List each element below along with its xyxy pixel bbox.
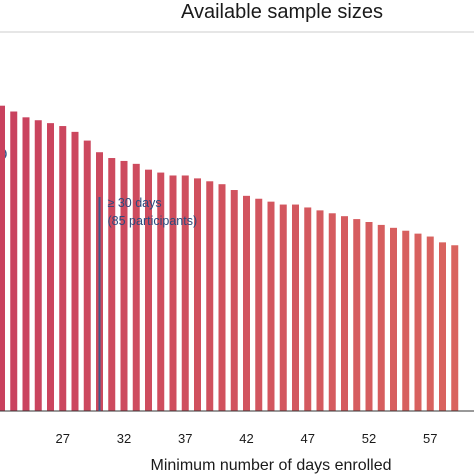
x-axis-label: Minimum number of days enrolled [151, 457, 392, 474]
bar-24 [22, 117, 30, 411]
x-tick-label-47: 47 [301, 431, 315, 446]
bar-45 [279, 204, 287, 411]
bar-49 [328, 213, 336, 411]
bar-29 [83, 140, 91, 411]
x-ticks-group: 27 32 37 42 47 52 57 [56, 431, 438, 446]
bar-47 [304, 207, 312, 411]
bar-26 [47, 123, 54, 411]
bar-55 [402, 230, 410, 411]
bar-39 [206, 181, 214, 411]
x-tick-label-52: 52 [362, 431, 376, 446]
bar-53 [377, 224, 385, 411]
threshold-label-days: ≥ 30 days [108, 196, 162, 210]
bar-25 [34, 120, 42, 411]
bar-38 [194, 178, 201, 411]
bar-22 [0, 105, 5, 411]
bar-56 [414, 233, 422, 411]
x-tick-label-42: 42 [239, 431, 253, 446]
bar-46 [292, 204, 299, 411]
threshold-label-participants: (85 participants) [108, 214, 198, 228]
bar-35 [157, 172, 165, 411]
bar-28 [71, 131, 79, 412]
bar-48 [316, 210, 324, 411]
bar-51 [353, 219, 361, 411]
bar-43 [255, 198, 263, 411]
x-tick-label-37: 37 [178, 431, 192, 446]
bar-58 [439, 242, 446, 411]
bar-59 [451, 245, 459, 411]
bar-50 [341, 216, 348, 411]
bar-36 [169, 175, 177, 411]
bars-group [0, 105, 459, 412]
x-tick-label-32: 32 [117, 431, 131, 446]
bar-52 [365, 222, 373, 411]
x-tick-label-27: 27 [56, 431, 70, 446]
bar-42 [243, 195, 250, 411]
bar-31 [108, 158, 116, 411]
bar-37 [181, 175, 189, 411]
bar-23 [10, 111, 18, 411]
bar-33 [132, 163, 140, 411]
x-tick-label-57: 57 [423, 431, 437, 446]
chart-title: Available sample sizes [181, 1, 383, 23]
bar-34 [145, 169, 152, 411]
bar-32 [120, 160, 128, 411]
bar-41 [230, 190, 238, 411]
bar-54 [390, 227, 397, 411]
bar-40 [218, 184, 226, 411]
bar-57 [426, 236, 434, 411]
bar-27 [59, 126, 67, 412]
bar-44 [267, 201, 275, 411]
